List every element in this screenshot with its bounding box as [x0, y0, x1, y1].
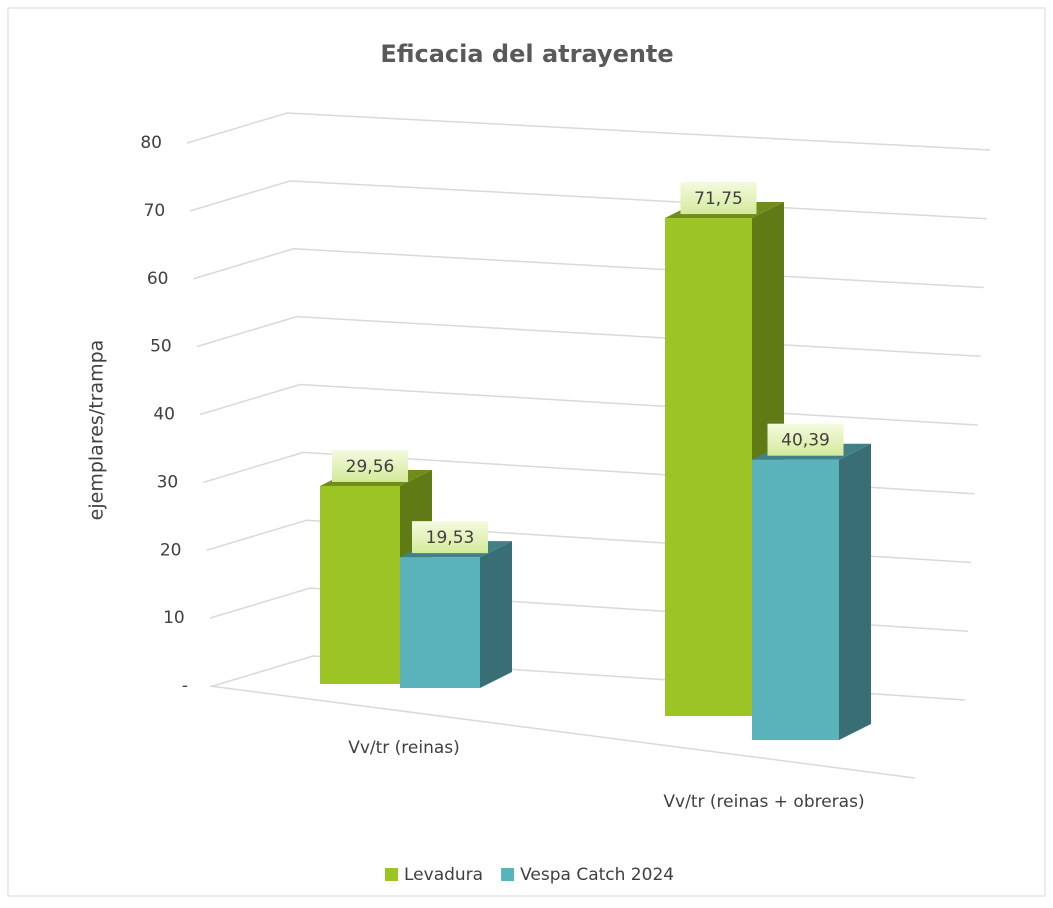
- y-tick-label: 10: [163, 608, 185, 628]
- bar-side: [480, 541, 512, 688]
- data-label-box: [680, 182, 757, 215]
- bar-side: [839, 443, 871, 740]
- y-tick-label: 80: [140, 133, 162, 153]
- data-label-box: [332, 449, 408, 482]
- data-label: 29,56: [346, 457, 395, 477]
- bar: [752, 459, 839, 740]
- data-label: 19,53: [426, 528, 475, 548]
- legend-label: Levadura: [404, 865, 483, 885]
- y-tick-label: -: [182, 676, 188, 696]
- y-tick-label: 50: [150, 337, 172, 357]
- grid-line: [186, 112, 991, 151]
- chart-border: [7, 7, 1046, 897]
- legend-swatch: [501, 868, 515, 881]
- data-label-box: [767, 423, 844, 456]
- chart-title: Eficacia del atrayente: [380, 40, 673, 68]
- y-tick-label: 20: [160, 540, 182, 560]
- legend-label: Vespa Catch 2024: [520, 865, 674, 885]
- data-label-box: [412, 521, 488, 554]
- bar: [400, 557, 480, 688]
- y-tick-label: 40: [153, 405, 175, 425]
- y-tick-label: 30: [157, 472, 179, 492]
- legend-swatch: [385, 868, 398, 881]
- y-axis-label: ejemplares/trampa: [86, 340, 108, 521]
- x-tick-label: Vv/tr (reinas + obreras): [663, 792, 864, 812]
- y-tick-label: 60: [147, 269, 169, 289]
- floor-edge: [209, 685, 916, 779]
- bar: [665, 218, 752, 716]
- data-label: 40,39: [781, 431, 830, 451]
- data-label: 71,75: [694, 189, 743, 209]
- bar: [320, 485, 400, 684]
- y-tick-label: 70: [144, 201, 166, 221]
- x-tick-label: Vv/tr (reinas): [348, 738, 460, 758]
